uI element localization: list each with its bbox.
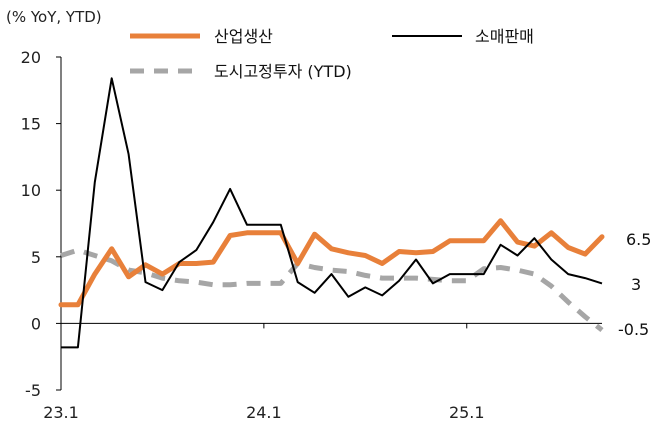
y-tick-label: 10: [21, 181, 41, 200]
x-tick-label: 25.1: [449, 403, 485, 422]
legend-label-2: 도시고정투자 (YTD): [214, 62, 352, 81]
legend-label-0: 산업생산: [214, 27, 273, 46]
y-tick-label: 20: [21, 48, 41, 67]
series-line-0: [58, 218, 605, 308]
y-tick-label: 0: [31, 314, 41, 333]
x-tick-label: 23.1: [43, 403, 79, 422]
chart-axes: -5 0 5 10 15 20 23.1 24.1 25.1: [21, 48, 602, 422]
y-tick-label: -5: [25, 381, 41, 400]
unit-label: (% YoY, YTD): [6, 8, 102, 26]
end-value-label-0: 6.5: [626, 230, 651, 249]
x-tick-label: 24.1: [246, 403, 282, 422]
series-layer: [58, 77, 605, 349]
y-tick-label: 15: [21, 115, 41, 134]
end-value-label-1: 3: [631, 275, 641, 294]
series-line-1: [61, 77, 603, 349]
legend-label-1: 소매판매: [475, 27, 534, 46]
y-tick-label: 5: [31, 248, 41, 267]
end-labels: 6.5 3 -0.5: [618, 230, 651, 339]
end-value-label-2: -0.5: [618, 320, 649, 339]
